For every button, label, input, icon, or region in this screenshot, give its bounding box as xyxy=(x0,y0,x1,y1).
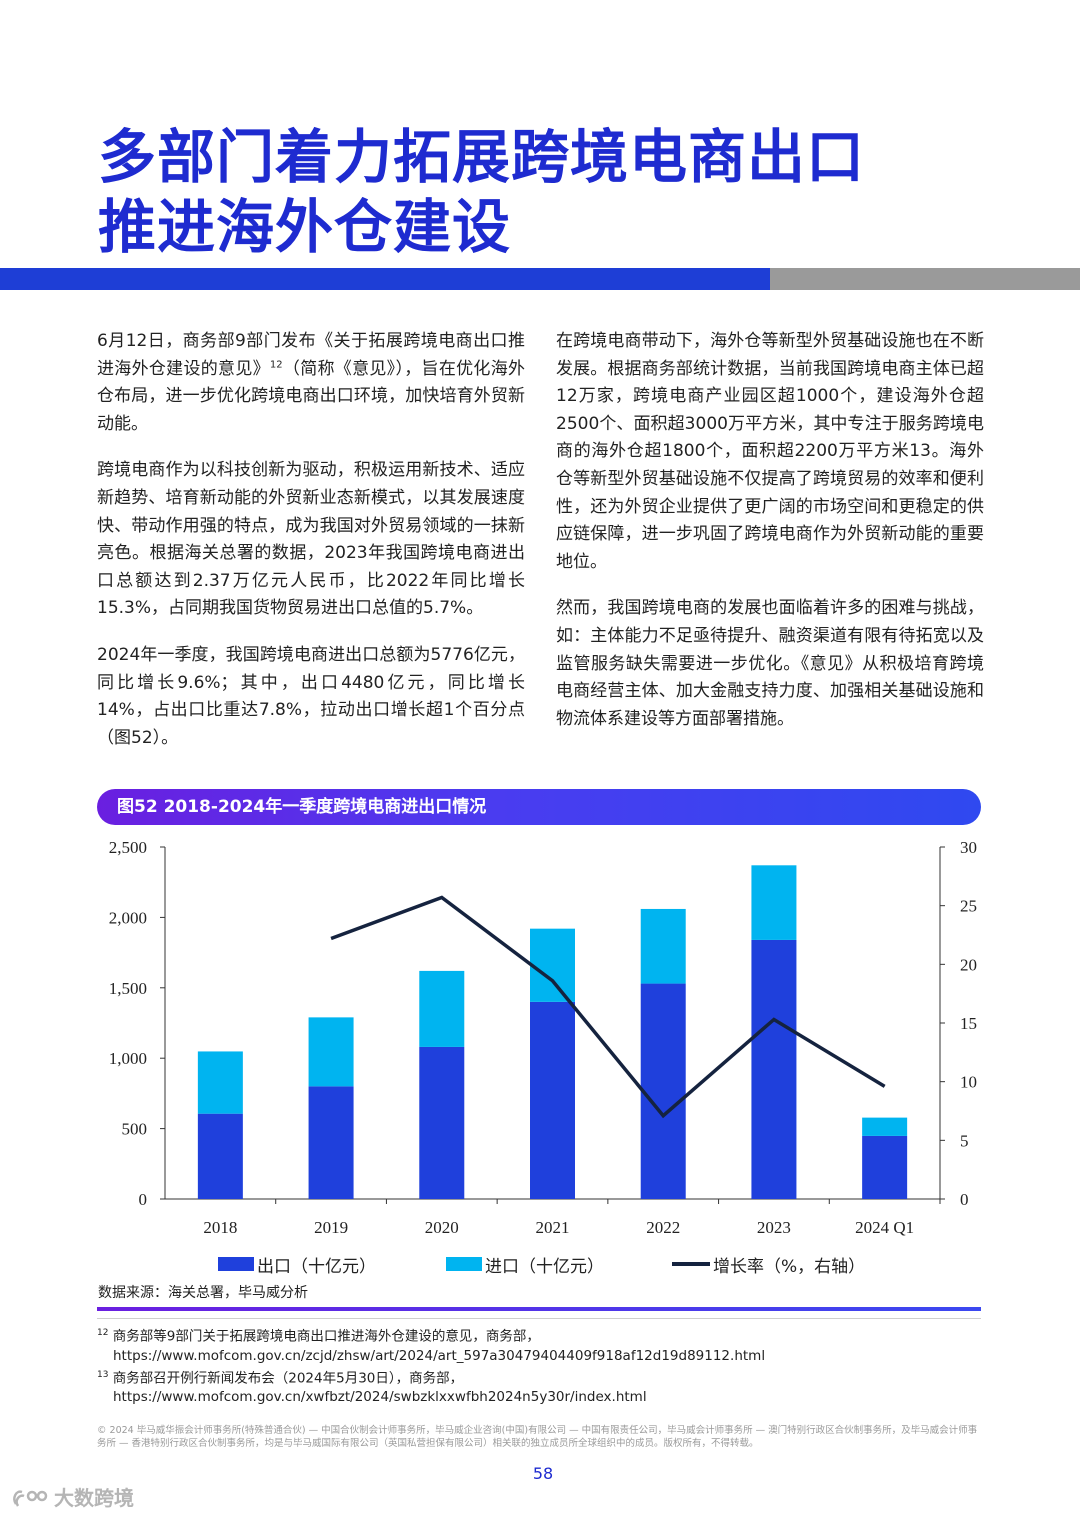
title-divider-bar xyxy=(0,268,1080,290)
growth-rate-line xyxy=(330,895,886,1119)
left-paragraph-1-text-b: （简称《意见》），旨在优化海外仓布局，进一步优化跨境电商出口环境，加快培育外贸新… xyxy=(97,358,525,434)
legend-label-growth: 增长率（%，右轴） xyxy=(713,1256,866,1277)
bar-import xyxy=(419,970,465,1047)
bar-import xyxy=(751,865,797,940)
page-number: 58 xyxy=(532,1464,554,1483)
copyright-notice: © 2024 毕马威华振会计师事务所(特殊普通合伙) — 中国合伙制会计师事务所… xyxy=(97,1425,978,1449)
y-right-tick-label: 20 xyxy=(960,955,977,974)
x-tick-label: 2024 Q1 xyxy=(855,1218,914,1237)
bar-export xyxy=(751,939,797,1199)
trade-chart: 0 500 1,000 1,500 2,000 2,500 0 5 10 15 20 25 30 2018… xyxy=(109,838,977,1237)
footnote-text: 商务部召开例行新闻发布会（2024年5月30日），商务部， xyxy=(112,1370,464,1386)
footnotes: 12 商务部等9部门关于拓展跨境电商出口推进海外仓建设的意见，商务部， http… xyxy=(97,1324,981,1407)
watermark: 大数跨境 xyxy=(10,1482,134,1511)
footnote-divider xyxy=(97,1318,981,1319)
y-left-tick-label: 1,000 xyxy=(109,1049,147,1068)
legend-swatch-growth xyxy=(672,1262,710,1266)
bar-import xyxy=(197,1051,243,1114)
bar-import xyxy=(308,1017,354,1087)
y-right-tick-label: 15 xyxy=(960,1014,977,1033)
data-source: 数据来源：海关总署，毕马威分析 xyxy=(98,1285,308,1301)
bar-import xyxy=(862,1117,908,1136)
figure-bottom-rule xyxy=(97,1307,981,1311)
left-paragraph-1-text-a: 6月12日，商务部9部门发布《关于拓展跨境电商出口推进海外仓建设的意见》 xyxy=(97,331,525,379)
right-paragraph-1: 在跨境电商带动下，海外仓等新型外贸基础设施也在不断发展。根据商务部统计数据，当前… xyxy=(556,331,984,572)
footnote-13: 13 商务部召开例行新闻发布会（2024年5月30日），商务部， https:/… xyxy=(97,1366,981,1408)
bar-export xyxy=(862,1135,908,1199)
y-left-tick-label: 0 xyxy=(139,1190,148,1209)
page-title-line-2: 推进海外仓建设 xyxy=(98,193,512,261)
bar-export xyxy=(640,983,686,1199)
page-title-line-1: 多部门着力拓展跨境电商出口 xyxy=(98,123,866,191)
x-tick-label: 2021 xyxy=(536,1218,570,1237)
title-divider-grey xyxy=(770,268,1080,290)
y-right-tick-label: 25 xyxy=(960,897,977,916)
y-right-tick-label: 5 xyxy=(960,1131,969,1150)
page-title: 多部门着力拓展跨境电商出口 推进海外仓建设 xyxy=(98,122,865,262)
bar-export xyxy=(419,1046,465,1199)
bar-export xyxy=(530,1001,575,1199)
y-right-tick-label: 30 xyxy=(960,838,977,857)
legend-label-export: 出口（十亿元） xyxy=(257,1256,376,1277)
bar-export xyxy=(308,1086,354,1199)
left-paragraph-2: 跨境电商作为以科技创新为驱动，积极运用新技术、适应新趋势、培育新动能的外贸新业态… xyxy=(97,460,525,619)
watermark-logo-icon xyxy=(13,1489,48,1507)
watermark-text: 大数跨境 xyxy=(54,1486,134,1510)
footnote-12: 12 商务部等9部门关于拓展跨境电商出口推进海外仓建设的意见，商务部， http… xyxy=(97,1324,981,1366)
y-left-tick-label: 500 xyxy=(122,1120,148,1139)
left-paragraph-3: 2024年一季度，我国跨境电商进出口总额为5776亿元，同比增长9.6%；其中，… xyxy=(97,644,525,748)
footnote-url-link[interactable]: https://www.mofcom.gov.cn/xwfbzt/2024/sw… xyxy=(113,1389,647,1405)
right-text-column: 在跨境电商带动下，海外仓等新型外贸基础设施也在不断发展。根据商务部统计数据，当前… xyxy=(556,328,984,752)
footnote-ref-12[interactable]: 12 xyxy=(269,358,283,370)
bar-import xyxy=(530,928,575,1002)
legend-item-growth: 增长率（%，右轴） xyxy=(672,1252,866,1277)
footnote-number: 13 xyxy=(97,1369,109,1380)
footnote-text: 商务部等9部门关于拓展跨境电商出口推进海外仓建设的意见，商务部， xyxy=(112,1328,540,1345)
legend-swatch-export xyxy=(218,1257,254,1271)
footnote-number: 12 xyxy=(97,1328,109,1338)
y-right-tick-label: 10 xyxy=(960,1073,977,1092)
legend-item-export: 出口（十亿元） xyxy=(218,1252,376,1277)
right-paragraph-2: 然而，我国跨境电商的发展也面临着许多的困难与挑战，如：主体能力不足亟待提升、融资… xyxy=(556,598,984,729)
x-tick-label: 2023 xyxy=(757,1218,791,1237)
legend-label-import: 进口（十亿元） xyxy=(485,1256,604,1277)
left-text-column: 6月12日，商务部9部门发布《关于拓展跨境电商出口推进海外仓建设的意见》12（简… xyxy=(97,328,525,771)
bar-import xyxy=(640,908,686,984)
x-tick-label: 2022 xyxy=(646,1218,680,1237)
bar-export xyxy=(197,1113,243,1199)
left-paragraph-1: 6月12日，商务部9部门发布《关于拓展跨境电商出口推进海外仓建设的意见》12（简… xyxy=(97,328,525,438)
legend-item-import: 进口（十亿元） xyxy=(446,1252,604,1277)
x-tick-label: 2020 xyxy=(425,1218,459,1237)
y-left-tick-label: 2,500 xyxy=(109,838,147,857)
y-right-tick-label: 0 xyxy=(960,1190,969,1209)
y-left-tick-label: 2,000 xyxy=(109,908,147,927)
footnote-url-link[interactable]: https://www.mofcom.gov.cn/zcjd/zhsw/art/… xyxy=(113,1347,766,1364)
title-divider-blue xyxy=(0,268,770,290)
figure-header: 图52 2018-2024年一季度跨境电商进出口情况 xyxy=(97,789,981,825)
legend-swatch-import xyxy=(446,1257,482,1271)
x-tick-label: 2018 xyxy=(203,1218,237,1237)
y-left-tick-label: 1,500 xyxy=(109,979,147,998)
x-tick-label: 2019 xyxy=(314,1218,348,1237)
chart-legend: 出口（十亿元） 进口（十亿元） 增长率（%，右轴） xyxy=(0,1252,1080,1277)
